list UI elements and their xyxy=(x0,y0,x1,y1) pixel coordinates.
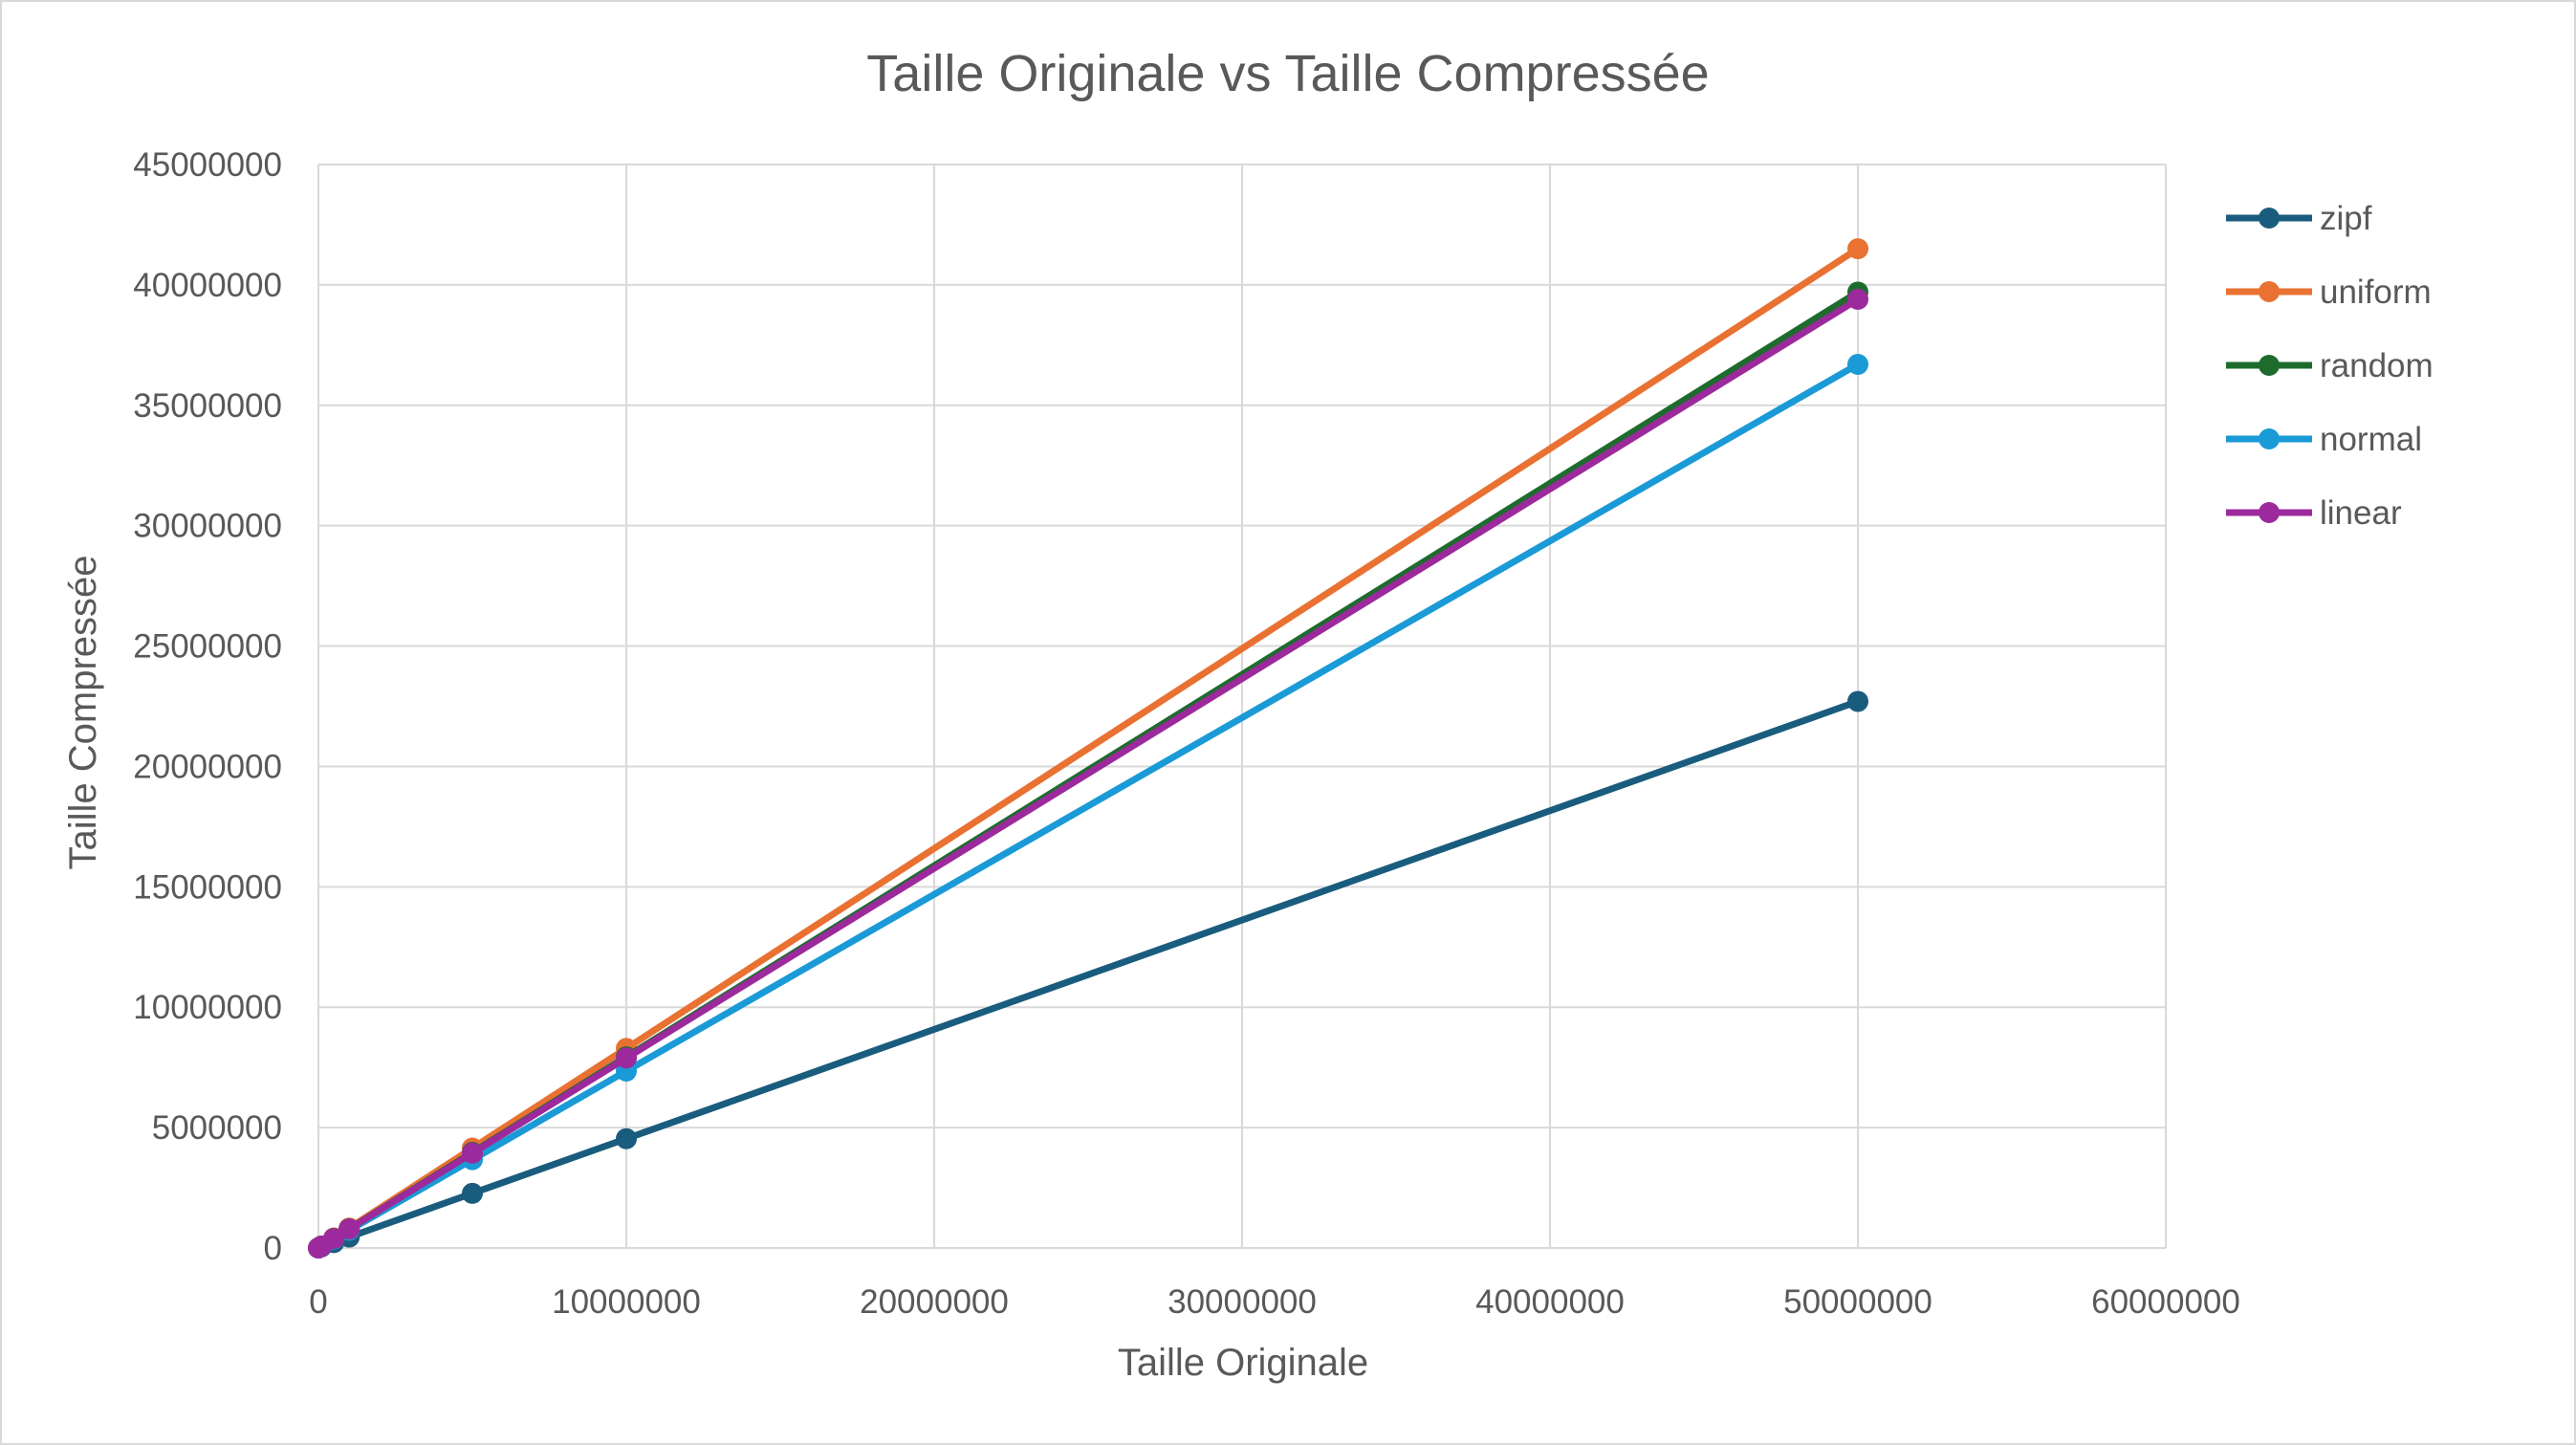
y-tick-label: 30000000 xyxy=(133,508,282,545)
legend-swatch-marker xyxy=(2259,281,2280,302)
y-tick-label: 5000000 xyxy=(152,1109,282,1147)
y-tick-labels: 0 5000000 10000000 15000000 20000000 25000000… xyxy=(133,146,282,1267)
x-tick-label: 30000000 xyxy=(1168,1283,1317,1321)
legend-item-normal: normal xyxy=(2226,421,2422,458)
data-point-zipf xyxy=(462,1182,483,1204)
data-point-normal xyxy=(1847,353,1868,375)
series-linear xyxy=(308,288,1868,1259)
data-point-linear xyxy=(616,1047,637,1069)
legend-label: zipf xyxy=(2320,200,2372,237)
legend-label: normal xyxy=(2320,421,2422,458)
legend: zipf uniform random normal linear xyxy=(2226,200,2434,532)
legend-swatch-marker xyxy=(2259,502,2280,523)
x-tick-label: 60000000 xyxy=(2091,1283,2240,1321)
y-tick-label: 35000000 xyxy=(133,387,282,425)
legend-item-linear: linear xyxy=(2226,494,2402,532)
x-tick-labels: 0 10000000 20000000 30000000 40000000 5000000… xyxy=(309,1283,2240,1321)
data-point-zipf xyxy=(1847,690,1868,712)
y-axis-title: Taille Compressée xyxy=(62,555,104,869)
data-point-zipf xyxy=(616,1128,637,1149)
data-point-linear xyxy=(462,1142,483,1164)
chart-title: Taille Originale vs Taille Compressée xyxy=(866,45,1709,102)
y-tick-label: 10000000 xyxy=(133,989,282,1026)
y-tick-label: 25000000 xyxy=(133,628,282,666)
data-point-uniform xyxy=(1847,238,1868,260)
series-line-zipf xyxy=(315,697,1862,1252)
y-tick-label: 40000000 xyxy=(133,267,282,304)
y-tick-label: 45000000 xyxy=(133,146,282,184)
legend-label: linear xyxy=(2320,494,2402,532)
x-tick-label: 0 xyxy=(309,1283,327,1321)
series-lines xyxy=(308,238,1868,1259)
series-normal xyxy=(308,353,1868,1259)
x-tick-label: 20000000 xyxy=(860,1283,1009,1321)
legend-item-uniform: uniform xyxy=(2226,274,2432,311)
x-tick-label: 40000000 xyxy=(1475,1283,1625,1321)
data-point-linear xyxy=(338,1218,360,1240)
x-tick-label: 10000000 xyxy=(552,1283,701,1321)
legend-swatch-marker xyxy=(2259,428,2280,449)
y-tick-label: 0 xyxy=(264,1230,282,1267)
series-line-uniform xyxy=(315,245,1862,1252)
legend-swatch-marker xyxy=(2259,355,2280,376)
x-tick-label: 50000000 xyxy=(1783,1283,1932,1321)
legend-swatch-marker xyxy=(2259,208,2280,229)
legend-label: uniform xyxy=(2320,274,2432,311)
y-tick-label: 15000000 xyxy=(133,868,282,906)
data-point-linear xyxy=(323,1228,345,1250)
grid-lines xyxy=(317,164,2167,1249)
series-line-normal xyxy=(315,361,1862,1252)
legend-label: random xyxy=(2320,347,2434,384)
data-point-linear xyxy=(1847,288,1868,310)
legend-item-random: random xyxy=(2226,347,2434,384)
legend-item-zipf: zipf xyxy=(2226,200,2372,237)
x-axis-title: Taille Originale xyxy=(1118,1342,1368,1384)
series-line-linear xyxy=(315,296,1862,1252)
y-tick-label: 20000000 xyxy=(133,748,282,785)
